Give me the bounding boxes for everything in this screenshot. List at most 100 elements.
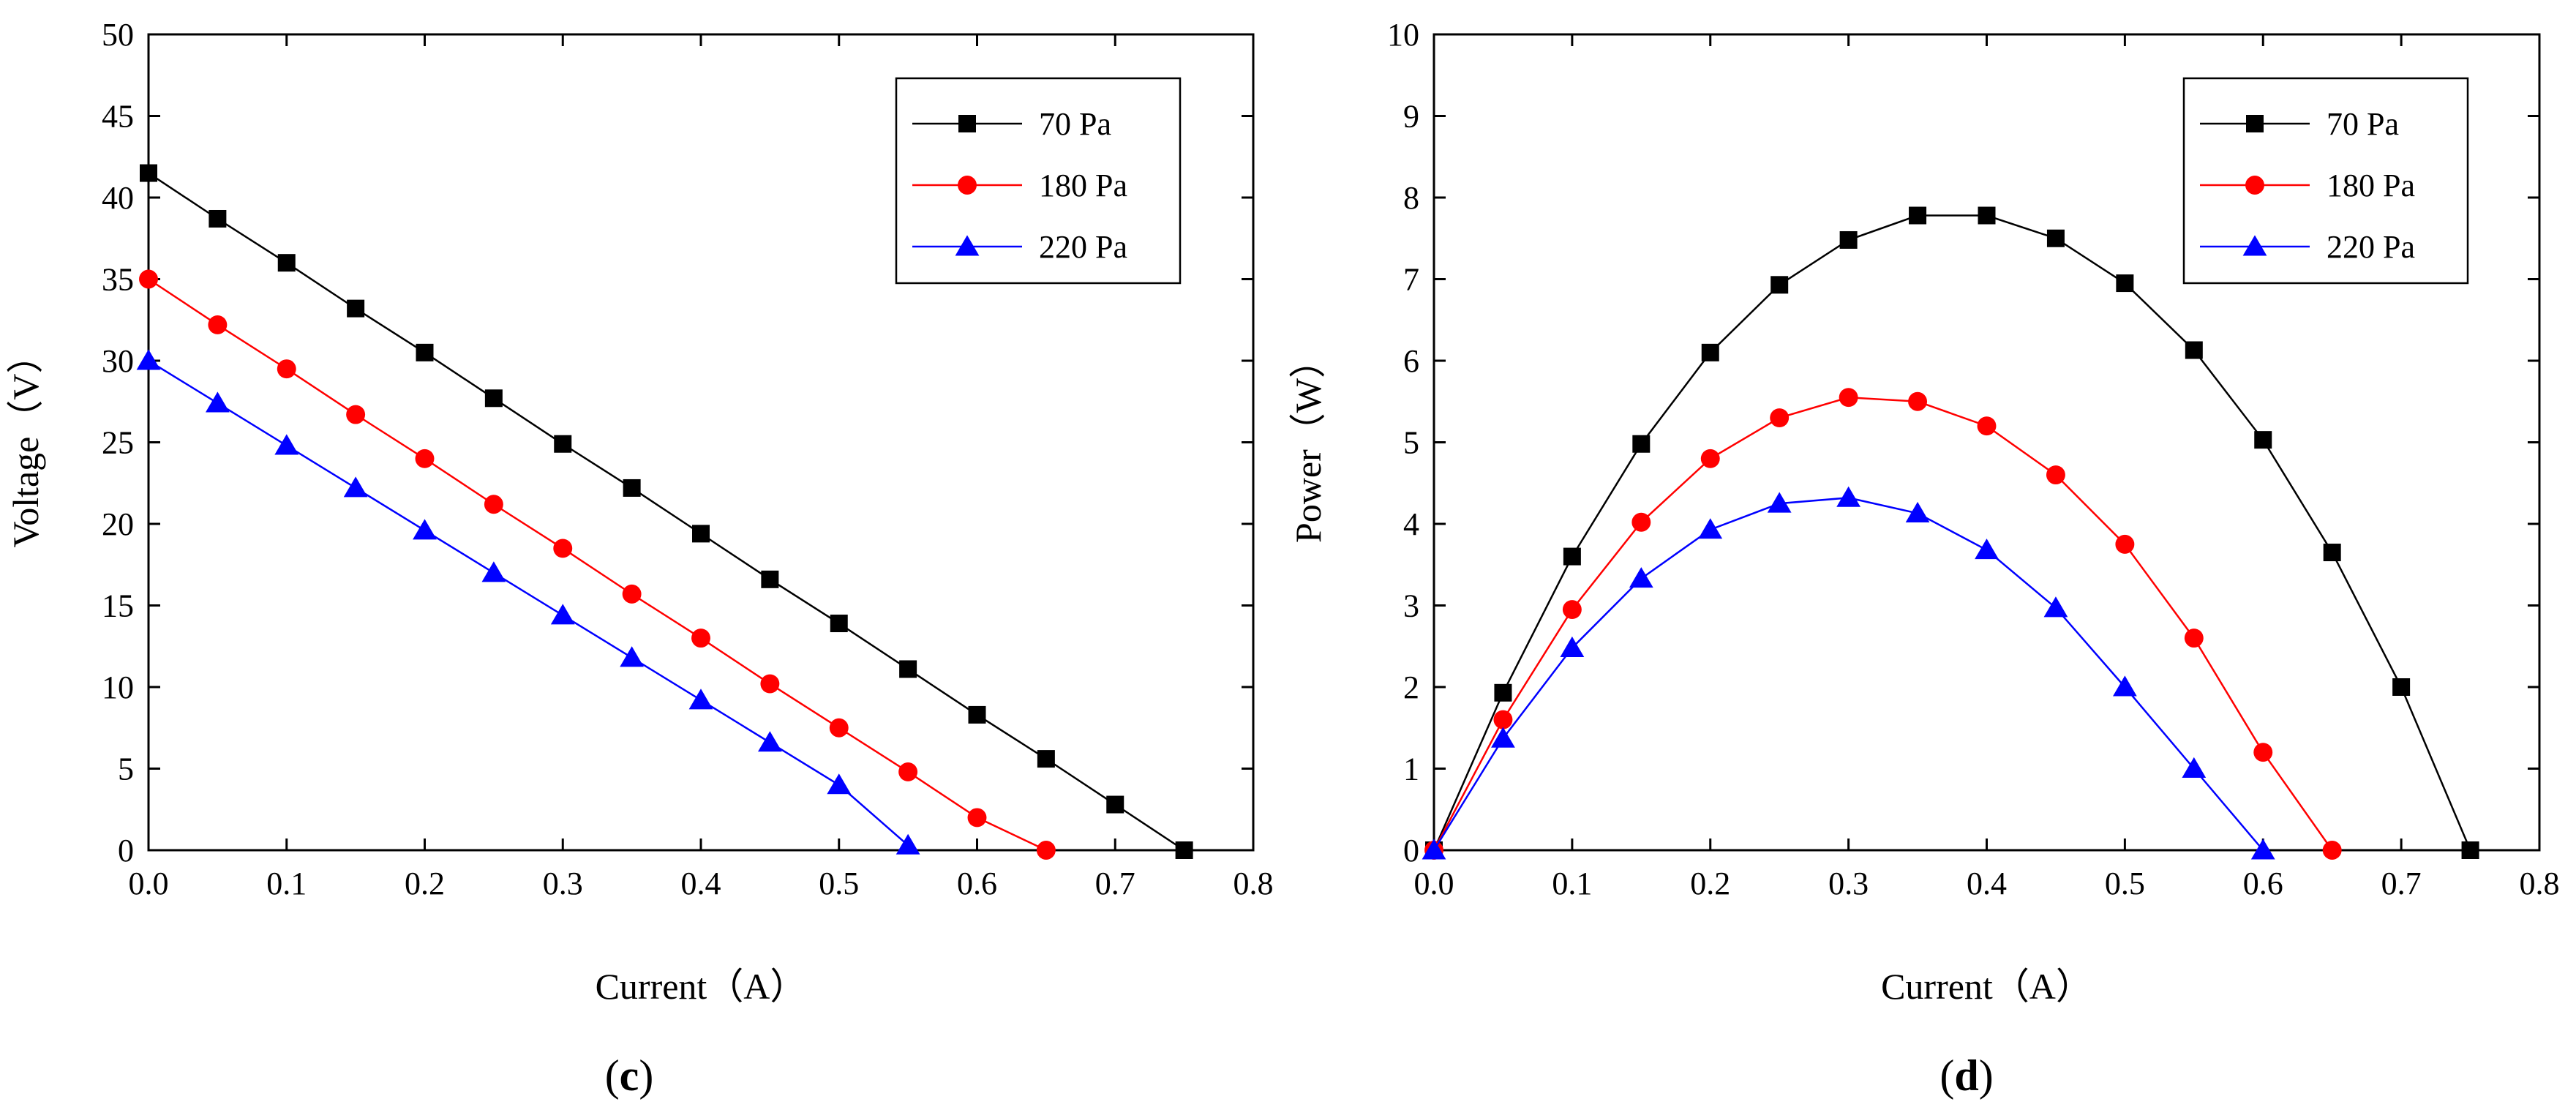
square-marker	[2323, 544, 2341, 562]
square-marker	[2046, 229, 2065, 247]
panel-label-open-paren: (	[605, 1051, 620, 1100]
circle-marker	[346, 405, 366, 424]
series-180-pa	[139, 269, 1056, 860]
circle-marker	[1562, 600, 1582, 620]
x-tick-label: 0.2	[1690, 866, 1730, 901]
panel-label: (c)	[605, 1051, 654, 1100]
x-tick-label: 0.7	[1095, 866, 1135, 901]
y-tick-label: 10	[102, 669, 134, 705]
triangle-marker	[1491, 727, 1515, 748]
panel-c-voltage-chart: 0.0 0.1 0.2 0.3 0.4 0.5 0.6 0.7 0.8 0 5 10 15 20 25 30 3…	[5, 17, 1274, 1100]
y-tick-label: 45	[102, 99, 134, 135]
square-marker	[2185, 341, 2203, 359]
y-tick-label: 7	[1403, 262, 1419, 298]
square-marker	[416, 343, 434, 361]
panel-label-close-paren: )	[1979, 1051, 1994, 1100]
square-marker	[1839, 230, 1858, 249]
circle-marker	[691, 629, 710, 648]
legend-item: 220 Pa	[2200, 229, 2415, 265]
square-marker	[968, 705, 986, 724]
square-marker	[2116, 274, 2134, 293]
square-marker	[830, 615, 848, 633]
y-tick-label: 40	[102, 180, 134, 216]
x-axis-title: Current（A）	[596, 966, 807, 1007]
square-marker	[2392, 678, 2411, 696]
x-tick-label: 0.8	[2520, 866, 2560, 901]
triangle-marker	[481, 561, 506, 582]
circle-marker	[139, 269, 158, 289]
circle-marker	[622, 584, 642, 604]
y-tick-label: 15	[102, 588, 134, 624]
square-marker	[2246, 115, 2264, 132]
triangle-marker	[757, 731, 782, 752]
y-tick-label: 50	[102, 17, 134, 53]
x-tick-label: 0.6	[957, 866, 997, 901]
circle-marker	[2184, 629, 2204, 648]
circle-marker	[829, 718, 849, 738]
y-tick-label: 4	[1403, 506, 1419, 542]
square-marker	[761, 570, 779, 588]
legend: 70 Pa 180 Pa 220 Pa	[2182, 77, 2469, 285]
square-marker	[1175, 841, 1193, 859]
square-marker	[623, 479, 641, 497]
triangle-marker	[1560, 636, 1585, 657]
square-marker	[692, 525, 710, 543]
circle-marker	[415, 449, 435, 468]
series-70-pa	[1425, 206, 2479, 859]
y-tick-label: 3	[1403, 588, 1419, 624]
triangle-marker	[205, 391, 230, 413]
triangle-marker	[1905, 501, 1930, 522]
y-tick-label: 10	[1387, 17, 1419, 53]
square-marker	[899, 660, 917, 678]
series-line	[1432, 214, 2471, 851]
circle-marker	[967, 808, 987, 828]
triangle-marker	[413, 519, 437, 540]
circle-marker	[1493, 710, 1513, 729]
series-220-pa	[1422, 486, 2275, 860]
x-tick-label: 0.3	[543, 866, 583, 901]
series-220-pa	[136, 349, 920, 855]
legend-box	[895, 77, 1182, 285]
x-tick-label: 0.2	[405, 866, 445, 901]
square-marker	[958, 115, 976, 132]
legend-label: 220 Pa	[1039, 229, 1127, 265]
series-70-pa	[140, 164, 1193, 859]
square-marker	[554, 435, 572, 453]
circle-marker	[2046, 465, 2065, 485]
circle-marker	[2115, 534, 2135, 554]
x-tick-label: 0.4	[1967, 866, 2007, 901]
circle-marker	[553, 539, 573, 558]
legend-label: 70 Pa	[1039, 106, 1111, 142]
circle-marker	[898, 762, 918, 781]
triangle-marker	[1629, 567, 1653, 588]
triangle-marker	[2043, 596, 2068, 618]
triangle-marker	[2250, 838, 2275, 860]
legend-item: 70 Pa	[912, 106, 1111, 142]
triangle-marker	[827, 773, 852, 795]
panel-label-close-paren: )	[639, 1051, 653, 1100]
legend-box	[2182, 77, 2469, 285]
square-marker	[1909, 206, 1927, 225]
circle-marker	[1700, 449, 1720, 468]
triangle-marker	[895, 833, 920, 855]
circle-marker	[484, 495, 503, 514]
x-axis-title: Current（A）	[1881, 966, 2092, 1007]
y-tick-label: 20	[102, 506, 134, 542]
series-line	[1432, 396, 2333, 851]
square-marker	[2254, 431, 2272, 449]
panel-d-power-chart: 0.0 0.1 0.2 0.3 0.4 0.5 0.6 0.7 0.8 0 1 2 3 4 5 6 7 8 9 10 C…	[1288, 17, 2560, 1100]
y-tick-label: 0	[118, 833, 134, 868]
legend-label: 220 Pa	[2327, 229, 2415, 265]
triangle-marker	[274, 434, 299, 455]
circle-marker	[1908, 391, 1928, 411]
legend-item: 180 Pa	[2200, 168, 2415, 203]
y-tick-label: 0	[1403, 833, 1419, 868]
square-marker	[1632, 435, 1651, 453]
triangle-marker	[2242, 235, 2267, 256]
triangle-marker	[136, 349, 161, 370]
x-tick-label: 0.0	[129, 866, 169, 901]
y-tick-label: 6	[1403, 343, 1419, 379]
series-line	[1432, 497, 2264, 851]
square-marker	[1494, 683, 1512, 702]
legend-item: 70 Pa	[2200, 106, 2399, 142]
